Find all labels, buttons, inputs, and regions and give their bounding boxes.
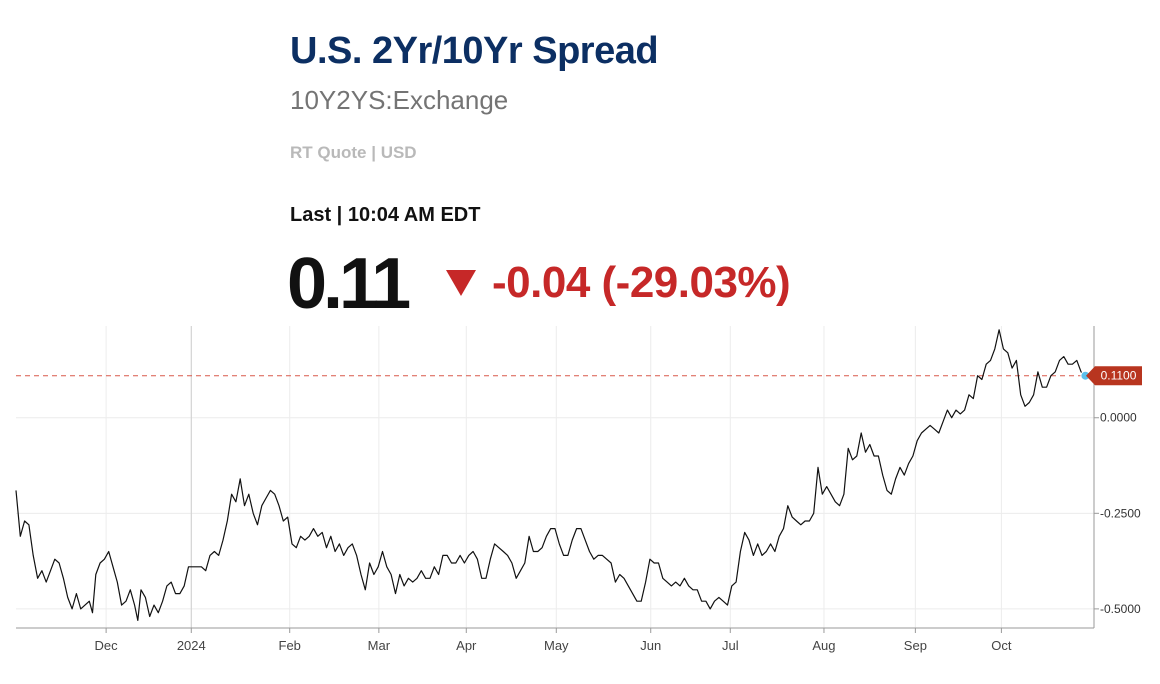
quote-type: RT Quote | USD — [290, 143, 417, 162]
current-value-tag-label: 0.1100 — [1101, 369, 1137, 383]
x-tick-label: Apr — [456, 638, 477, 653]
y-tick-label: 0.0000 — [1100, 411, 1137, 425]
series-line-spread — [15, 329, 1086, 621]
x-tick-label: Feb — [279, 638, 301, 653]
y-tick-label: -0.5000 — [1100, 602, 1141, 616]
last-updated: Last | 10:04 AM EDT — [290, 204, 481, 226]
current-value-tag: 0.1100 — [1086, 366, 1142, 386]
page-title: U.S. 2Yr/10Yr Spread — [290, 30, 659, 72]
current-value-tag-shape — [1086, 366, 1142, 386]
x-tick-label: Aug — [812, 638, 835, 653]
x-tick-label: May — [544, 638, 569, 653]
spread-line-chart[interactable]: Dec 2024 Feb Mar Apr May Jun Jul Aug Sep Oct 0.000… — [0, 318, 1160, 684]
x-tick-label: Sep — [904, 638, 927, 653]
x-tick-label: Mar — [368, 638, 391, 653]
horizontal-gridlines — [16, 417, 1094, 610]
vertical-gridlines — [105, 326, 1002, 628]
last-price: 0.11 — [287, 244, 411, 324]
x-tick-label: Jul — [722, 638, 739, 653]
y-tick-label: -0.2500 — [1100, 506, 1141, 520]
y-axis-labels: 0.0000 -0.2500 -0.5000 — [1094, 411, 1141, 616]
x-tick-label: Jun — [640, 638, 661, 653]
x-axis-labels: Dec 2024 Feb Mar Apr May Jun Jul Aug Sep Oct — [95, 628, 1012, 653]
x-tick-label: Oct — [991, 638, 1012, 653]
price-change-value: -0.04 (-29.03%) — [492, 258, 791, 307]
ticker-symbol: 10Y2YS:Exchange — [290, 85, 509, 115]
down-arrow-icon — [446, 270, 476, 296]
x-tick-label: Dec — [95, 638, 119, 653]
price-change: -0.04 (-29.03%) — [446, 258, 791, 308]
x-tick-label: 2024 — [177, 638, 206, 653]
